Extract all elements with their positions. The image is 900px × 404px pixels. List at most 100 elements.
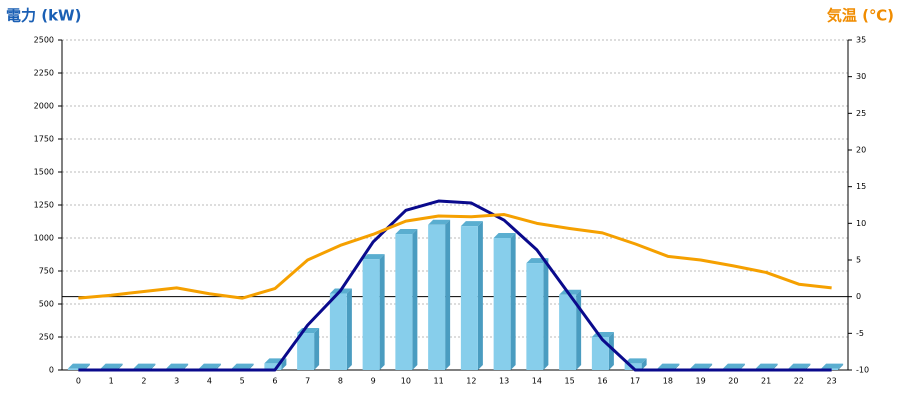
x-tick-label: 6	[272, 377, 277, 386]
bar-side	[412, 229, 418, 370]
bar	[493, 233, 516, 370]
x-tick-label: 10	[401, 377, 411, 386]
y2-tick-label: 0	[856, 292, 861, 301]
y-tick-label: 1250	[34, 201, 54, 210]
bar-front	[67, 368, 85, 370]
bar-side	[314, 328, 320, 370]
bar-side	[346, 288, 352, 370]
bar-top	[166, 363, 189, 369]
bar-top	[231, 363, 254, 369]
x-tick-label: 5	[240, 377, 245, 386]
y2-tick-label: 5	[856, 256, 861, 265]
bar-side	[445, 219, 451, 370]
y-tick-label: 500	[39, 300, 54, 309]
y2-axis-title: 気温 (℃)	[827, 7, 894, 25]
bar-front	[362, 259, 380, 370]
bar-top	[624, 358, 647, 364]
bar	[460, 221, 483, 370]
y-tick-label: 1500	[34, 168, 54, 177]
x-tick-label: 9	[371, 377, 376, 386]
x-tick-label: 7	[305, 377, 310, 386]
x-tick-label: 16	[597, 377, 607, 386]
bar-top	[198, 363, 221, 369]
bar-top	[493, 233, 516, 238]
x-tick-label: 18	[663, 377, 673, 386]
bar-top	[428, 219, 451, 225]
bar-side	[510, 233, 516, 370]
y-tick-label: 2000	[34, 102, 54, 111]
bar-top	[460, 221, 483, 227]
bar-top	[821, 363, 844, 369]
x-tick-label: 0	[76, 377, 81, 386]
y2-tick-label: -5	[856, 329, 864, 338]
y2-tick-label: -10	[856, 366, 869, 375]
bar-side	[805, 363, 811, 370]
bar-top	[690, 363, 713, 369]
bar-side	[641, 358, 647, 370]
bar-side	[215, 363, 221, 370]
bar-front	[264, 363, 282, 370]
bar-front	[297, 333, 315, 370]
x-tick-label: 20	[728, 377, 738, 386]
bar-side	[576, 289, 582, 370]
x-tick-label: 1	[109, 377, 114, 386]
bar-top	[722, 363, 745, 369]
bar-side	[150, 363, 156, 370]
bar-side	[608, 332, 614, 370]
x-tick-label: 13	[499, 377, 509, 386]
y-tick-label: 750	[39, 267, 54, 276]
bar	[428, 219, 451, 370]
bar-front	[526, 263, 544, 370]
y-axis-title: 電力 (kW)	[6, 7, 81, 25]
bar-side	[183, 363, 189, 370]
bar-side	[674, 363, 680, 370]
bar	[395, 229, 418, 370]
bar-top	[657, 363, 680, 369]
bar	[67, 363, 90, 370]
y2-tick-label: 10	[856, 219, 866, 228]
bar-front	[559, 294, 577, 370]
bar-side	[838, 363, 844, 370]
bar-side	[772, 363, 778, 370]
y-tick-label: 1750	[34, 135, 54, 144]
bar-top	[395, 229, 418, 235]
x-tick-label: 15	[565, 377, 575, 386]
y2-tick-label: 20	[856, 146, 866, 155]
line	[78, 199, 832, 372]
bar-front	[493, 238, 511, 370]
bar-side	[248, 363, 254, 370]
bar-side	[543, 258, 549, 370]
y2-tick-label: 15	[856, 182, 866, 191]
bar-front	[460, 226, 478, 370]
bar-side	[281, 358, 287, 370]
bar-front	[395, 234, 413, 370]
x-tick-label: 11	[434, 377, 444, 386]
x-tick-label: 3	[174, 377, 179, 386]
bar	[329, 288, 352, 370]
x-tick-label: 19	[696, 377, 706, 386]
bar-top	[559, 289, 582, 295]
bar	[591, 332, 614, 370]
bar-side	[477, 221, 483, 370]
bar	[362, 254, 385, 370]
x-tick-label: 12	[466, 377, 476, 386]
y-tick-label: 2250	[34, 69, 54, 78]
bar-top	[133, 363, 156, 369]
y2-tick-label: 30	[856, 72, 866, 81]
x-tick-label: 8	[338, 377, 343, 386]
x-tick-label: 17	[630, 377, 640, 386]
bar-top	[100, 363, 123, 369]
bar-side	[379, 254, 385, 370]
bar-top	[755, 363, 778, 369]
bar-side	[707, 363, 713, 370]
y-tick-label: 1000	[34, 234, 54, 243]
x-tick-label: 23	[827, 377, 837, 386]
bar-side	[117, 363, 123, 370]
line	[78, 213, 832, 300]
bar-top	[788, 363, 811, 369]
x-tick-label: 22	[794, 377, 804, 386]
x-tick-label: 14	[532, 377, 542, 386]
bar-front	[591, 337, 609, 370]
bar-front	[428, 224, 446, 370]
